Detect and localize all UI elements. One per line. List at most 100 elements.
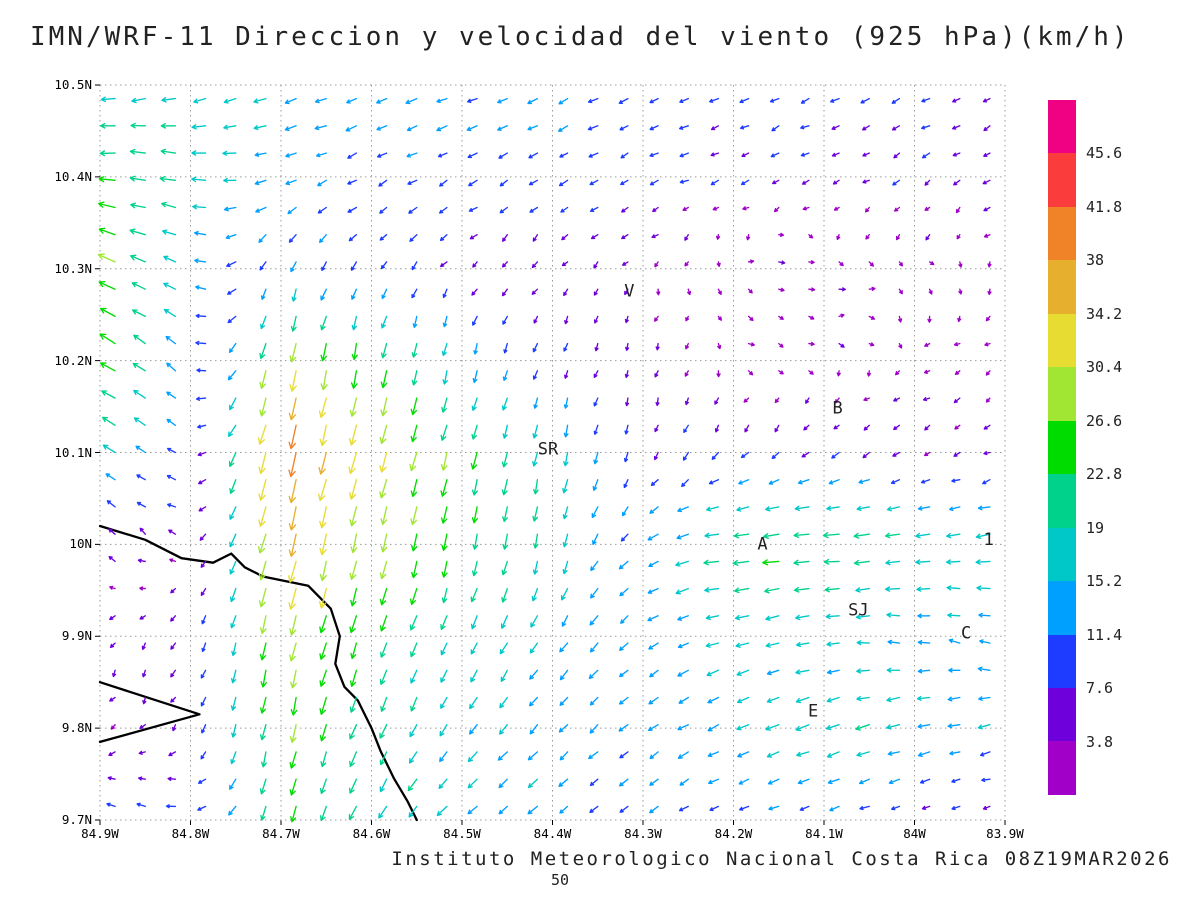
- wind-arrow: [410, 642, 418, 658]
- wind-arrow: [853, 532, 870, 539]
- wind-arrow: [231, 724, 237, 738]
- wind-arrow: [132, 309, 146, 318]
- wind-arrow: [736, 724, 750, 731]
- wind-arrow: [649, 97, 659, 104]
- wind-arrow: [923, 369, 931, 374]
- wind-arrow: [978, 612, 991, 618]
- wind-arrow: [319, 778, 327, 795]
- wind-arrow: [469, 696, 478, 710]
- wind-arrow: [717, 288, 722, 295]
- wind-arrow: [808, 370, 814, 375]
- wind-arrow: [589, 615, 599, 626]
- wind-arrow: [953, 451, 961, 457]
- wind-arrow: [349, 479, 358, 500]
- wind-arrow: [677, 724, 689, 731]
- wind-arrow: [379, 587, 388, 606]
- wind-arrow: [290, 315, 297, 332]
- x-tick-label: 84.9W: [81, 826, 119, 841]
- wind-arrow: [741, 152, 750, 158]
- wind-arrow: [856, 751, 870, 757]
- wind-arrow: [863, 424, 870, 431]
- wind-arrow: [288, 451, 297, 478]
- wind-arrow: [533, 533, 539, 549]
- wind-arrow: [199, 533, 207, 541]
- colorbar-tick-label: 7.6: [1086, 679, 1114, 698]
- wind-arrow: [859, 778, 870, 785]
- colorbar-tick-label: 19: [1086, 518, 1105, 537]
- wind-arrow: [378, 179, 388, 187]
- wind-arrow: [654, 261, 659, 268]
- wind-arrow: [533, 397, 539, 409]
- wind-arrow: [677, 506, 689, 513]
- wind-arrow: [379, 751, 388, 766]
- wind-arrow: [471, 288, 478, 296]
- wind-arrow: [826, 641, 840, 647]
- wind-arrow: [983, 233, 991, 238]
- wind-vector-field: V B SR A 1 SJ C E: [95, 84, 1006, 825]
- wind-arrow: [380, 696, 388, 712]
- wind-arrow: [319, 805, 327, 822]
- wind-arrow: [987, 288, 992, 296]
- colorbar-segment: [1048, 100, 1076, 154]
- wind-arrow: [765, 615, 780, 621]
- wind-arrow: [655, 342, 660, 351]
- station-label: SJ: [848, 601, 868, 621]
- wind-arrow: [349, 724, 358, 740]
- wind-arrow: [859, 805, 870, 811]
- wind-arrow: [291, 288, 297, 302]
- wind-arrow: [531, 261, 539, 269]
- wind-arrow: [655, 397, 660, 407]
- wind-arrow: [590, 587, 599, 599]
- wind-arrow: [558, 125, 569, 132]
- wind-arrow: [129, 175, 146, 182]
- wind-arrow: [349, 669, 358, 687]
- wind-arrow: [956, 234, 961, 240]
- wind-arrow: [946, 532, 961, 539]
- wind-arrow: [223, 97, 237, 104]
- wind-arrow: [136, 501, 146, 508]
- wind-arrow: [563, 424, 569, 438]
- wind-arrow: [196, 368, 207, 373]
- wind-arrow: [102, 416, 116, 426]
- wind-arrow: [647, 533, 659, 541]
- wind-arrow: [172, 724, 177, 732]
- wind-arrow: [471, 479, 478, 496]
- wind-arrow: [591, 506, 599, 519]
- wind-arrow: [166, 362, 177, 372]
- wind-arrow: [260, 669, 267, 688]
- wind-arrow: [808, 234, 814, 239]
- wind-arrow: [350, 370, 358, 389]
- wind-arrow: [985, 315, 991, 322]
- wind-arrow: [763, 533, 780, 539]
- wind-arrow: [442, 370, 448, 385]
- wind-arrow: [229, 506, 237, 520]
- wind-arrow: [772, 179, 780, 185]
- wind-arrow: [679, 97, 689, 104]
- wind-arrow: [289, 724, 297, 743]
- wind-arrow: [890, 479, 901, 485]
- wind-arrow: [259, 778, 267, 795]
- wind-arrow: [684, 370, 689, 377]
- wind-arrow: [472, 315, 478, 326]
- wind-arrow: [917, 723, 931, 729]
- wind-arrow: [319, 587, 327, 609]
- wind-arrow: [589, 805, 599, 813]
- wind-arrow: [982, 479, 991, 485]
- wind-arrow: [227, 288, 237, 295]
- wind-arrow: [894, 206, 901, 212]
- wind-arrow: [129, 148, 146, 155]
- wind-arrow: [766, 751, 780, 758]
- wind-arrow: [623, 479, 629, 489]
- wind-arrow: [866, 370, 872, 377]
- colorbar-segment: [1048, 687, 1076, 742]
- wind-arrow: [736, 669, 750, 676]
- wind-arrow: [826, 751, 840, 758]
- wind-arrow: [924, 179, 931, 186]
- colorbar-tick-label: 34.2: [1086, 304, 1123, 323]
- wind-arrow: [139, 724, 146, 729]
- wind-arrow: [441, 397, 448, 413]
- wind-arrow: [349, 560, 358, 580]
- wind-arrow: [704, 532, 720, 539]
- wind-arrow: [985, 397, 991, 403]
- wind-arrow: [654, 424, 659, 433]
